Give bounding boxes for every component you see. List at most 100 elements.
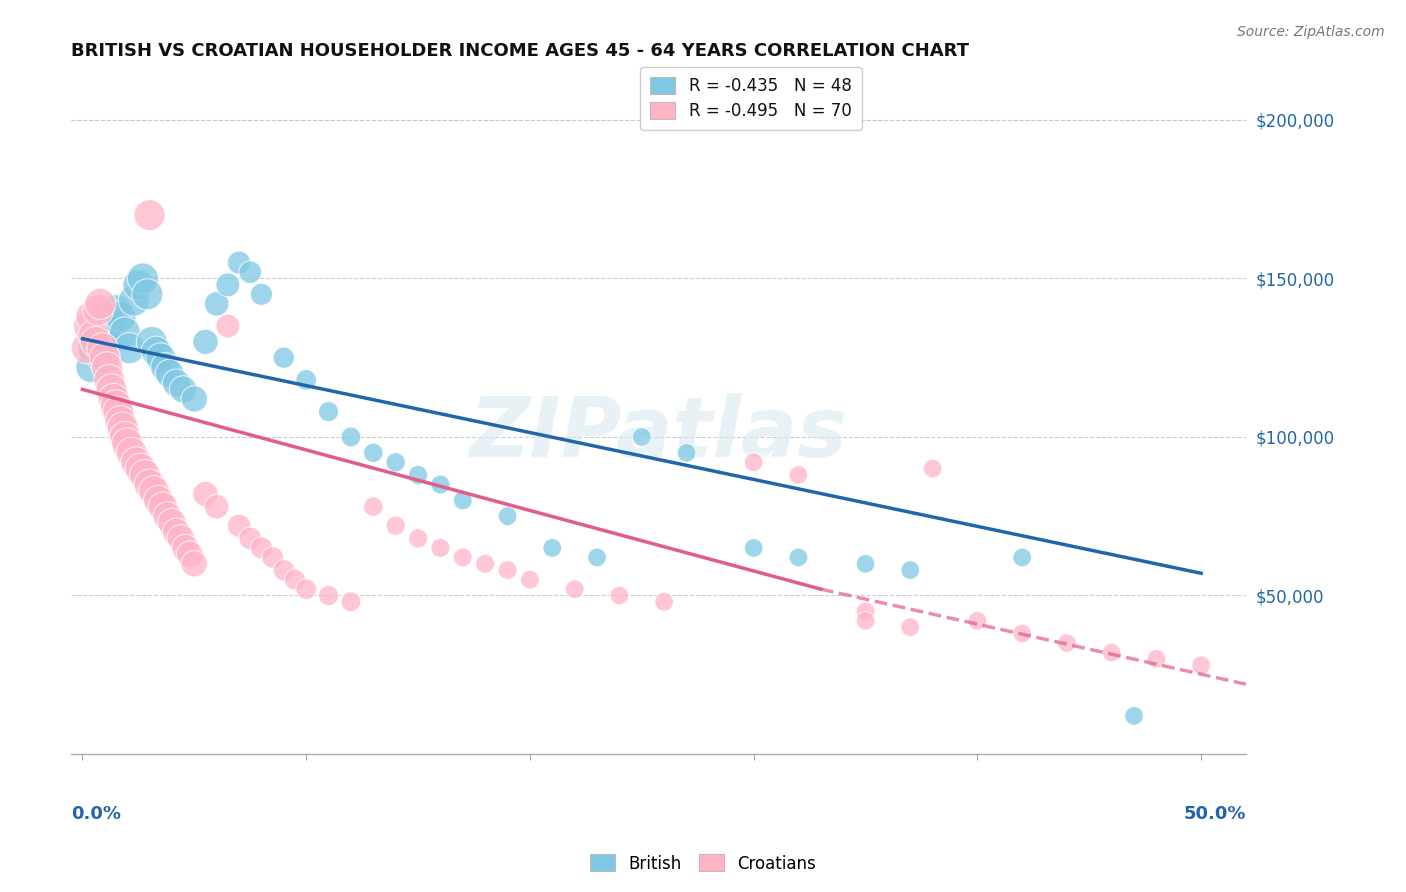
Point [787, 468, 810, 483]
Point [541, 541, 564, 555]
Point [183, 557, 205, 571]
Text: ZIPatlas: ZIPatlas [470, 393, 848, 475]
Point [966, 614, 988, 628]
Point [141, 334, 163, 349]
Point [429, 477, 451, 491]
Point [205, 297, 228, 311]
Point [110, 310, 132, 324]
Point [83, 328, 105, 343]
Point [125, 455, 148, 469]
Point [160, 516, 183, 530]
Point [114, 326, 136, 340]
Point [122, 293, 145, 308]
Point [80, 360, 103, 375]
Point [111, 420, 134, 434]
Text: 50.0%: 50.0% [1184, 805, 1246, 823]
Point [630, 430, 652, 444]
Point [295, 373, 318, 387]
Point [100, 383, 122, 397]
Point [91, 341, 114, 355]
Point [165, 524, 187, 539]
Point [194, 487, 217, 501]
Point [132, 271, 155, 285]
Point [496, 509, 519, 524]
Point [77, 318, 100, 333]
Point [172, 383, 194, 397]
Point [174, 541, 197, 555]
Point [921, 461, 943, 475]
Point [179, 547, 201, 561]
Point [451, 493, 474, 508]
Point [107, 404, 129, 418]
Point [742, 455, 765, 469]
Point [149, 351, 172, 365]
Point [1056, 636, 1078, 650]
Point [136, 287, 159, 301]
Point [318, 589, 340, 603]
Point [143, 483, 166, 498]
Point [121, 446, 143, 460]
Point [318, 404, 340, 418]
Point [1123, 709, 1146, 723]
Text: BRITISH VS CROATIAN HOUSEHOLDER INCOME AGES 45 - 64 YEARS CORRELATION CHART: BRITISH VS CROATIAN HOUSEHOLDER INCOME A… [72, 42, 969, 60]
Point [742, 541, 765, 555]
Point [429, 541, 451, 555]
Point [217, 318, 239, 333]
Point [228, 255, 250, 269]
Text: Source: ZipAtlas.com: Source: ZipAtlas.com [1237, 25, 1385, 39]
Point [855, 557, 877, 571]
Point [76, 341, 98, 355]
Point [273, 563, 295, 577]
Point [152, 500, 174, 514]
Point [115, 436, 138, 450]
Point [855, 614, 877, 628]
Point [127, 277, 149, 292]
Point [652, 595, 675, 609]
Point [156, 509, 179, 524]
Text: 0.0%: 0.0% [72, 805, 121, 823]
Point [406, 468, 429, 483]
Point [89, 297, 111, 311]
Point [609, 589, 631, 603]
Point [519, 573, 541, 587]
Point [451, 550, 474, 565]
Point [98, 373, 121, 387]
Point [94, 351, 117, 365]
Point [1011, 626, 1033, 640]
Point [217, 277, 239, 292]
Point [84, 334, 107, 349]
Point [83, 341, 105, 355]
Point [496, 563, 519, 577]
Point [406, 532, 429, 546]
Point [363, 500, 385, 514]
Legend: R = -0.435   N = 48, R = -0.495   N = 70: R = -0.435 N = 48, R = -0.495 N = 70 [641, 67, 862, 130]
Point [239, 265, 262, 279]
Point [564, 582, 586, 596]
Point [855, 604, 877, 618]
Point [114, 430, 136, 444]
Point [262, 550, 284, 565]
Point [87, 328, 110, 343]
Point [586, 550, 609, 565]
Point [87, 303, 110, 318]
Point [384, 455, 406, 469]
Point [1144, 652, 1167, 666]
Point [80, 310, 103, 324]
Point [165, 376, 187, 390]
Point [205, 500, 228, 514]
Point [148, 493, 170, 508]
Point [340, 430, 363, 444]
Point [134, 468, 156, 483]
Point [129, 461, 152, 475]
Point [96, 360, 118, 375]
Point [898, 563, 921, 577]
Point [295, 582, 318, 596]
Point [194, 334, 217, 349]
Point [239, 532, 262, 546]
Point [1011, 550, 1033, 565]
Point [155, 360, 177, 375]
Point [1189, 658, 1212, 673]
Point [787, 550, 810, 565]
Point [104, 303, 127, 318]
Point [273, 351, 295, 365]
